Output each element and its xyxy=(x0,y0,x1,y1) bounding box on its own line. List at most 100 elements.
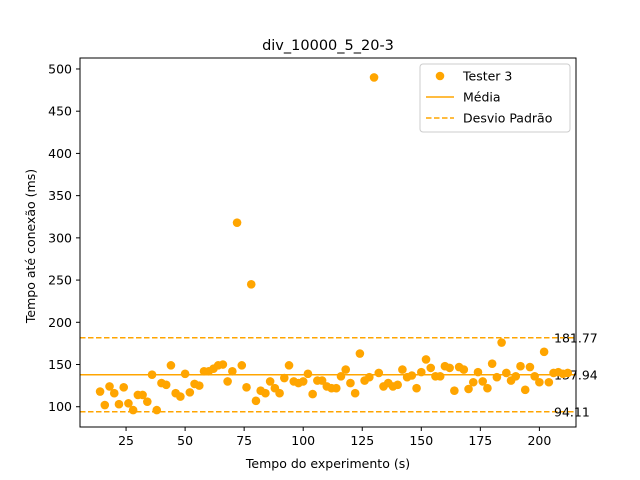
data-point xyxy=(223,377,232,386)
y-tick-label: 250 xyxy=(48,273,72,288)
y-tick-label: 450 xyxy=(48,104,72,119)
data-point xyxy=(459,365,469,374)
data-point xyxy=(369,73,379,82)
data-point xyxy=(218,360,228,369)
y-tick-label: 300 xyxy=(48,230,72,245)
data-point xyxy=(407,371,417,380)
data-point xyxy=(516,361,525,371)
data-point xyxy=(147,370,157,379)
data-point xyxy=(237,361,247,370)
data-point xyxy=(185,388,195,397)
data-point xyxy=(138,390,147,400)
reference-line-label: 94.11 xyxy=(554,405,590,420)
data-point xyxy=(355,349,365,358)
axes-frame xyxy=(79,57,577,428)
data-point xyxy=(445,363,454,373)
y-tick-label: 150 xyxy=(48,357,72,372)
data-point xyxy=(166,361,176,370)
legend-label: Tester 3 xyxy=(462,69,512,84)
data-point xyxy=(180,369,190,379)
data-point xyxy=(539,347,549,357)
chart-title: div_10000_5_20-3 xyxy=(262,38,394,54)
data-point xyxy=(468,377,478,387)
data-point xyxy=(128,405,138,415)
data-point xyxy=(416,367,426,377)
x-tick-label: 175 xyxy=(468,433,492,448)
data-point xyxy=(426,363,436,373)
x-tick-label: 200 xyxy=(527,433,551,448)
data-point xyxy=(336,372,346,381)
data-point xyxy=(350,388,360,398)
data-point xyxy=(511,372,521,381)
data-point xyxy=(346,378,355,388)
data-point xyxy=(232,218,242,227)
data-point xyxy=(280,373,289,383)
data-point xyxy=(303,369,313,379)
data-point xyxy=(152,405,162,415)
data-point xyxy=(473,367,483,377)
data-point xyxy=(124,399,133,408)
data-point xyxy=(275,388,284,398)
data-point xyxy=(242,383,251,392)
data-point xyxy=(114,399,124,409)
data-point xyxy=(109,388,119,398)
data-point xyxy=(393,380,402,390)
y-axis-label: Tempo até conexão (ms) xyxy=(23,169,38,324)
data-point xyxy=(298,377,308,386)
data-point xyxy=(143,397,152,406)
x-tick-label: 125 xyxy=(350,433,374,448)
data-point xyxy=(161,380,171,390)
data-point xyxy=(535,377,544,387)
data-point xyxy=(412,383,421,393)
data-point xyxy=(398,365,407,374)
data-point xyxy=(421,355,431,364)
data-point xyxy=(544,377,554,387)
data-point xyxy=(194,381,204,390)
data-point xyxy=(176,392,185,401)
data-point xyxy=(317,376,327,385)
data-point xyxy=(520,385,530,395)
data-point xyxy=(365,372,374,382)
data-point xyxy=(483,383,492,393)
data-point xyxy=(374,368,384,378)
data-point xyxy=(228,366,237,376)
data-point xyxy=(100,400,110,410)
data-point xyxy=(525,362,535,372)
x-tick-label: 100 xyxy=(291,433,315,448)
legend-label: Média xyxy=(463,90,501,105)
data-point xyxy=(530,372,539,381)
data-point xyxy=(497,338,506,347)
data-point xyxy=(265,377,275,386)
data-point xyxy=(341,365,351,374)
data-point xyxy=(95,387,105,396)
data-point xyxy=(450,386,459,395)
x-tick-label: 25 xyxy=(118,433,134,448)
data-point xyxy=(478,377,488,386)
legend-marker-circle xyxy=(435,71,445,81)
data-point xyxy=(261,388,270,398)
data-point xyxy=(502,368,511,378)
data-point xyxy=(464,384,473,394)
data-point xyxy=(435,372,445,381)
y-tick-label: 100 xyxy=(48,399,72,414)
data-point xyxy=(563,368,573,378)
data-point xyxy=(251,396,261,406)
data-point xyxy=(284,361,294,370)
y-tick-label: 400 xyxy=(48,146,72,161)
y-tick-label: 350 xyxy=(48,188,72,203)
x-tick-label: 150 xyxy=(409,433,433,448)
x-tick-label: 75 xyxy=(236,433,252,448)
legend-box xyxy=(419,63,571,133)
data-point xyxy=(331,383,341,393)
data-point xyxy=(119,383,128,392)
data-point xyxy=(105,382,114,391)
y-tick-label: 200 xyxy=(48,315,72,330)
data-point xyxy=(246,279,256,289)
data-point xyxy=(492,372,502,382)
legend-label: Desvio Padrão xyxy=(463,111,552,126)
data-point xyxy=(308,389,317,399)
y-tick-label: 500 xyxy=(48,61,72,76)
x-tick-label: 50 xyxy=(177,433,193,448)
